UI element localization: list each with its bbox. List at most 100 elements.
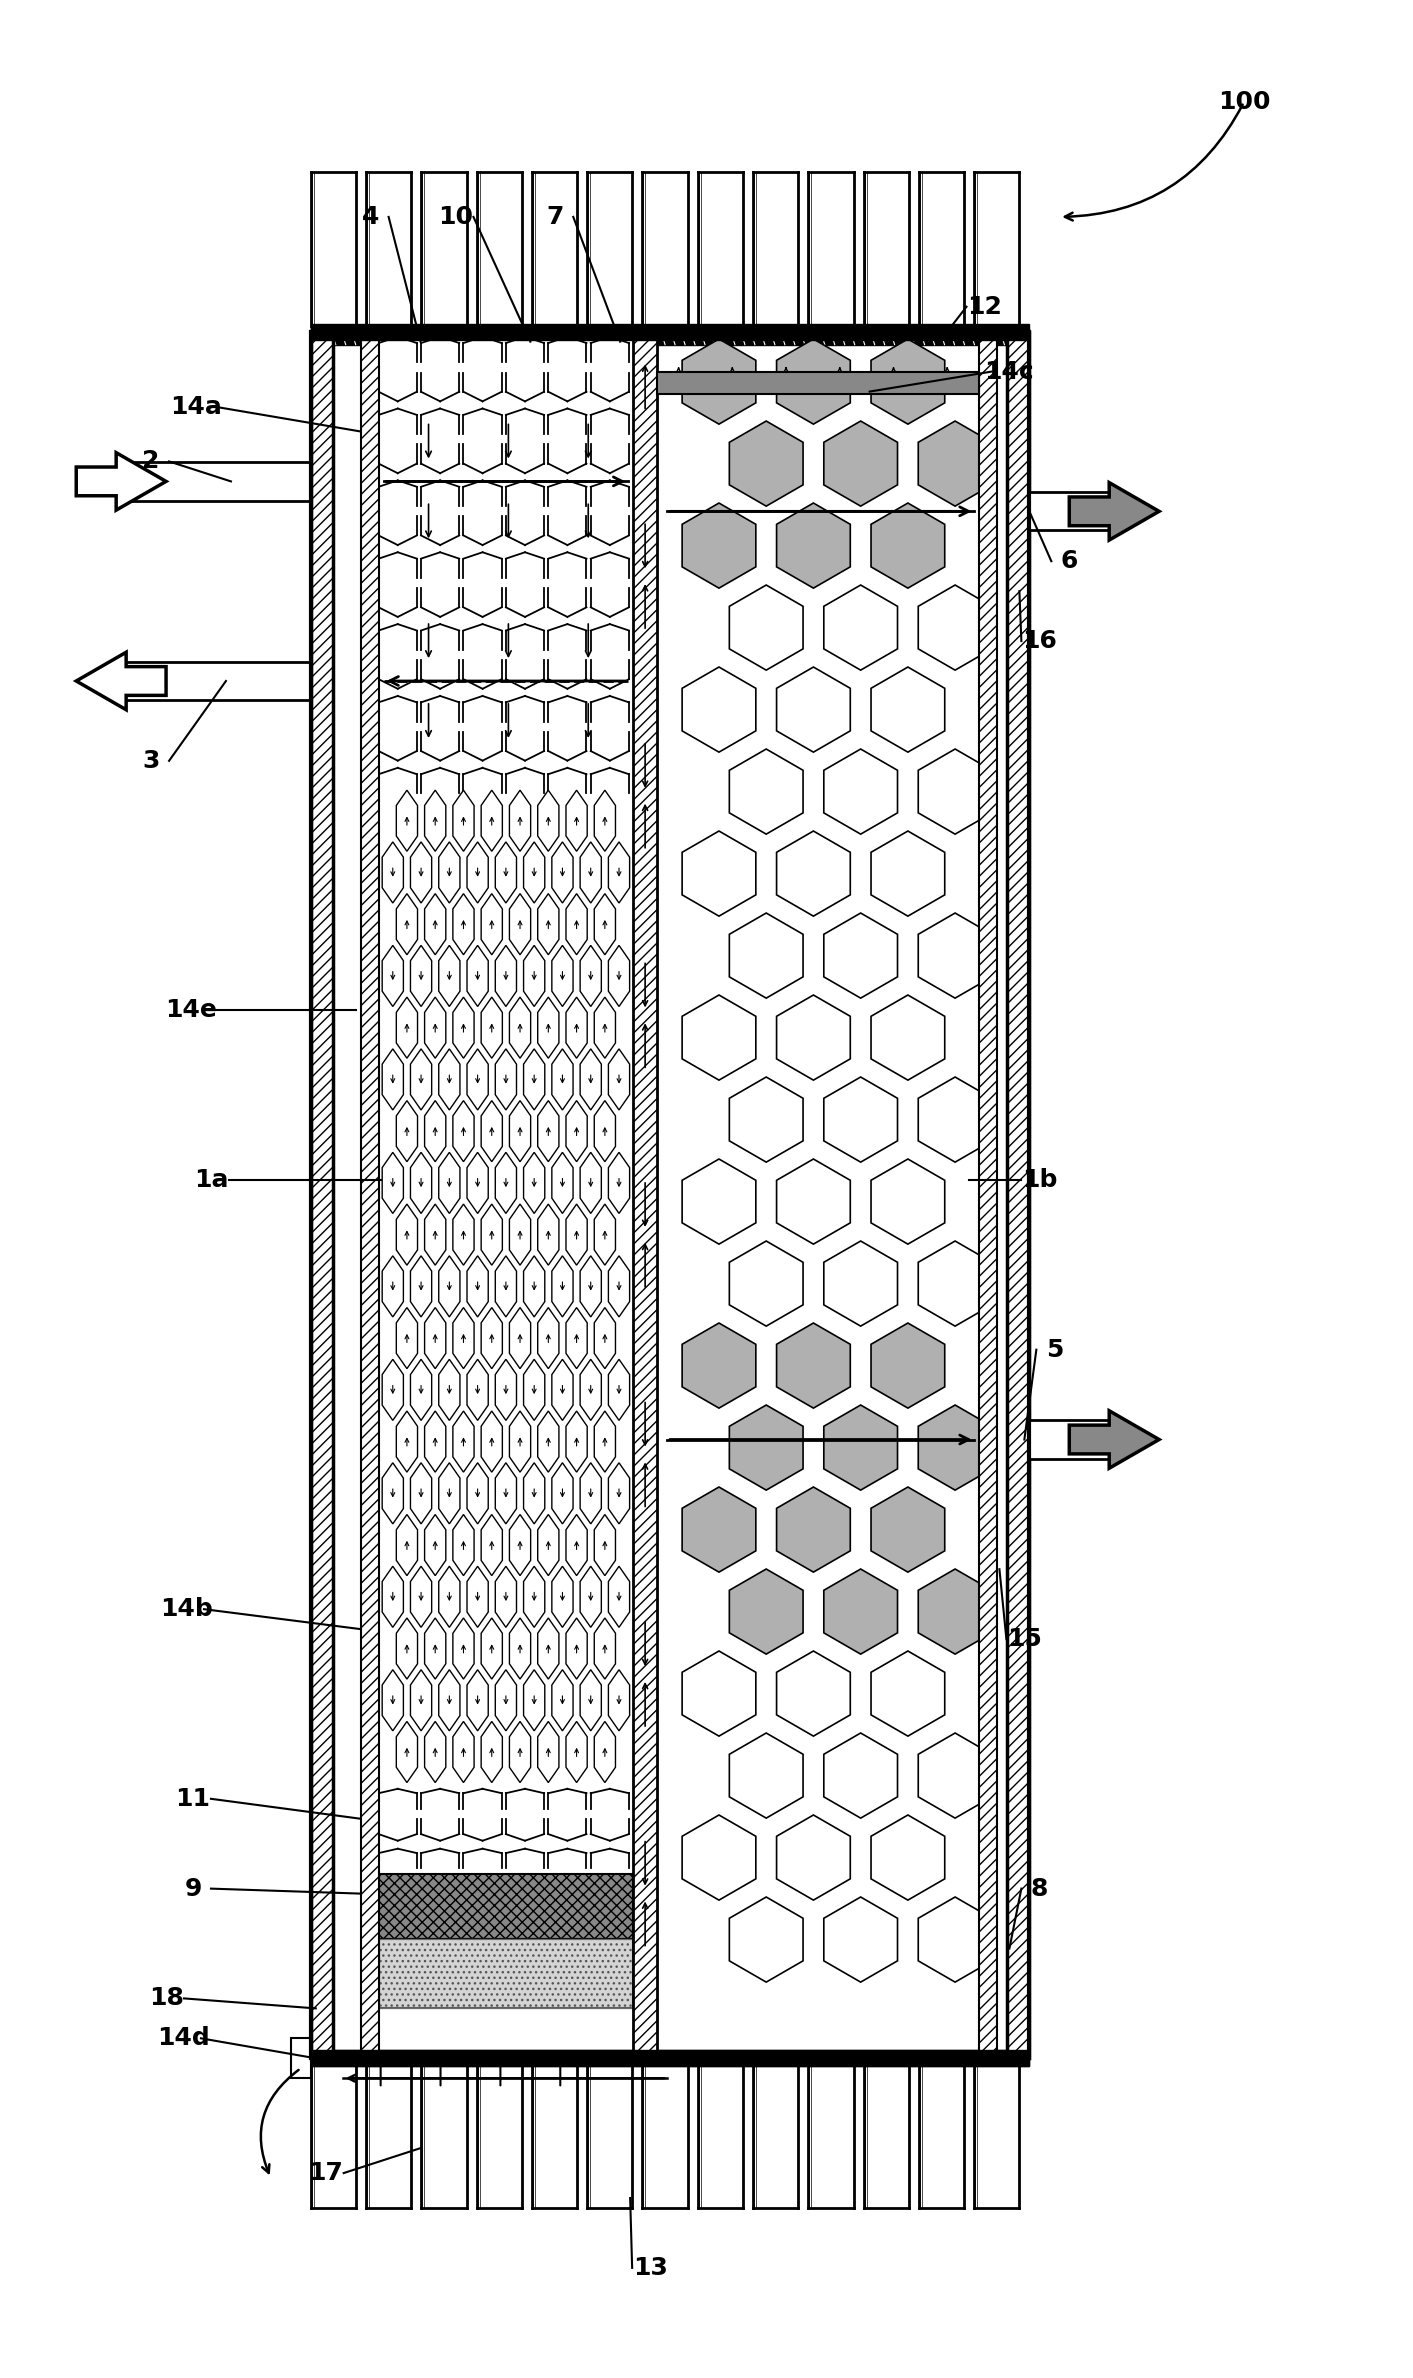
Polygon shape <box>410 1153 431 1213</box>
Polygon shape <box>777 1650 851 1736</box>
Polygon shape <box>567 1722 588 1784</box>
Polygon shape <box>510 1203 531 1265</box>
Polygon shape <box>482 894 503 954</box>
Polygon shape <box>496 1462 517 1524</box>
Polygon shape <box>76 452 167 511</box>
Polygon shape <box>567 1515 588 1577</box>
Polygon shape <box>870 830 945 916</box>
Polygon shape <box>567 1308 588 1370</box>
Polygon shape <box>918 1569 992 1655</box>
Polygon shape <box>496 1256 517 1317</box>
Polygon shape <box>729 749 803 835</box>
Polygon shape <box>824 421 897 507</box>
Polygon shape <box>729 421 803 507</box>
Polygon shape <box>524 1462 545 1524</box>
Polygon shape <box>496 1567 517 1627</box>
Polygon shape <box>524 842 545 904</box>
Polygon shape <box>609 1153 630 1213</box>
Polygon shape <box>482 1515 503 1577</box>
Polygon shape <box>581 946 602 1006</box>
Polygon shape <box>870 1158 945 1244</box>
Polygon shape <box>396 1722 417 1784</box>
Bar <box>116 661 311 699</box>
Polygon shape <box>581 1256 602 1317</box>
Text: 17: 17 <box>308 2162 343 2185</box>
Polygon shape <box>538 1203 560 1265</box>
Polygon shape <box>609 1669 630 1731</box>
Polygon shape <box>524 1360 545 1420</box>
Polygon shape <box>424 1410 447 1472</box>
Polygon shape <box>870 340 945 423</box>
Bar <box>311 331 332 2059</box>
Polygon shape <box>510 1617 531 1679</box>
Bar <box>360 331 379 2059</box>
Polygon shape <box>424 1617 447 1679</box>
Polygon shape <box>870 504 945 587</box>
Polygon shape <box>777 666 851 751</box>
Bar <box>311 2050 1029 2066</box>
Polygon shape <box>595 894 616 954</box>
Text: 10: 10 <box>438 205 473 228</box>
Text: 6: 6 <box>1061 549 1078 573</box>
Polygon shape <box>682 1486 756 1572</box>
Polygon shape <box>552 1360 574 1420</box>
Polygon shape <box>595 996 616 1058</box>
Polygon shape <box>609 842 630 904</box>
Polygon shape <box>524 1256 545 1317</box>
Bar <box>379 1938 633 2009</box>
Polygon shape <box>396 996 417 1058</box>
Polygon shape <box>396 1101 417 1163</box>
Bar <box>657 371 979 395</box>
Polygon shape <box>538 1722 560 1784</box>
Polygon shape <box>438 1669 461 1731</box>
Polygon shape <box>777 1814 851 1900</box>
Text: 4: 4 <box>362 205 379 228</box>
Polygon shape <box>918 749 992 835</box>
Polygon shape <box>609 1462 630 1524</box>
Polygon shape <box>918 1405 992 1491</box>
Bar <box>291 2038 311 2078</box>
Bar <box>311 328 1029 345</box>
Polygon shape <box>552 1153 574 1213</box>
Bar <box>379 1788 633 1938</box>
Polygon shape <box>496 1360 517 1420</box>
Polygon shape <box>595 1515 616 1577</box>
Polygon shape <box>824 1734 897 1819</box>
Polygon shape <box>824 913 897 999</box>
Polygon shape <box>454 1308 475 1370</box>
Polygon shape <box>396 1308 417 1370</box>
Polygon shape <box>595 1410 616 1472</box>
Polygon shape <box>510 789 531 851</box>
Text: 14a: 14a <box>170 395 222 419</box>
Polygon shape <box>538 1410 560 1472</box>
Bar <box>379 1874 633 1938</box>
Polygon shape <box>382 1049 403 1111</box>
Polygon shape <box>468 1462 489 1524</box>
Polygon shape <box>1070 483 1159 540</box>
Polygon shape <box>581 1049 602 1111</box>
Polygon shape <box>496 842 517 904</box>
Polygon shape <box>382 1256 403 1317</box>
Polygon shape <box>524 946 545 1006</box>
Polygon shape <box>510 1308 531 1370</box>
Text: 1a: 1a <box>194 1168 229 1191</box>
Polygon shape <box>567 1617 588 1679</box>
Polygon shape <box>538 996 560 1058</box>
Polygon shape <box>438 1049 461 1111</box>
Polygon shape <box>482 1308 503 1370</box>
Polygon shape <box>396 789 417 851</box>
Polygon shape <box>424 789 447 851</box>
Polygon shape <box>454 894 475 954</box>
Polygon shape <box>524 1153 545 1213</box>
Polygon shape <box>609 1567 630 1627</box>
Bar <box>311 2050 1029 2066</box>
Polygon shape <box>438 842 461 904</box>
Polygon shape <box>777 830 851 916</box>
Polygon shape <box>729 1569 803 1655</box>
Polygon shape <box>777 1322 851 1408</box>
Polygon shape <box>482 1203 503 1265</box>
Polygon shape <box>567 789 588 851</box>
Polygon shape <box>552 1567 574 1627</box>
Polygon shape <box>396 1203 417 1265</box>
Polygon shape <box>918 585 992 671</box>
